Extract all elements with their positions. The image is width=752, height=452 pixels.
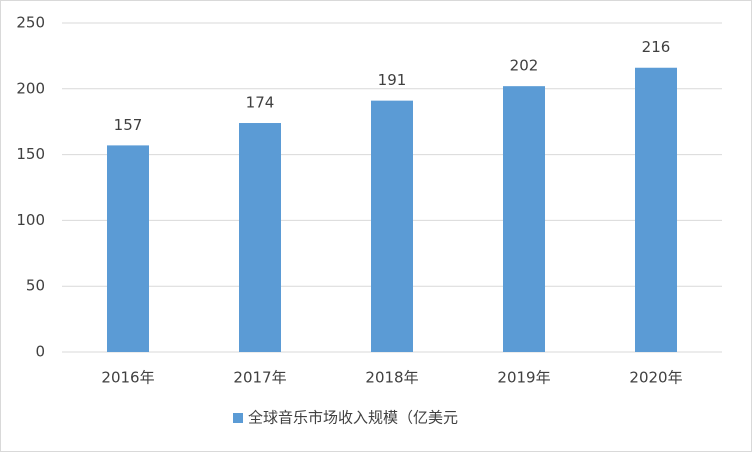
y-tick-label: 200 <box>16 79 45 97</box>
data-label: 157 <box>114 116 143 134</box>
data-label: 202 <box>510 57 539 75</box>
legend-label: 全球音乐市场收入规模（亿美元 <box>248 409 458 427</box>
data-label: 174 <box>246 94 275 112</box>
bar <box>239 123 281 353</box>
bar <box>635 67 677 352</box>
x-tick-label: 2020年 <box>629 369 682 387</box>
y-tick-label: 250 <box>16 14 45 32</box>
x-tick-label: 2018年 <box>365 369 418 387</box>
bar <box>107 145 149 352</box>
y-tick-label: 0 <box>35 343 45 361</box>
data-label: 216 <box>642 38 671 56</box>
x-tick-label: 2017年 <box>233 369 286 387</box>
data-label: 191 <box>378 71 407 89</box>
y-tick-label: 100 <box>16 211 45 229</box>
y-tick-label: 50 <box>26 277 45 295</box>
bar <box>371 100 413 352</box>
y-tick-label: 150 <box>16 145 45 163</box>
legend-swatch <box>233 413 243 423</box>
x-tick-label: 2019年 <box>497 369 550 387</box>
bar <box>503 86 545 352</box>
x-tick-label: 2016年 <box>101 369 154 387</box>
